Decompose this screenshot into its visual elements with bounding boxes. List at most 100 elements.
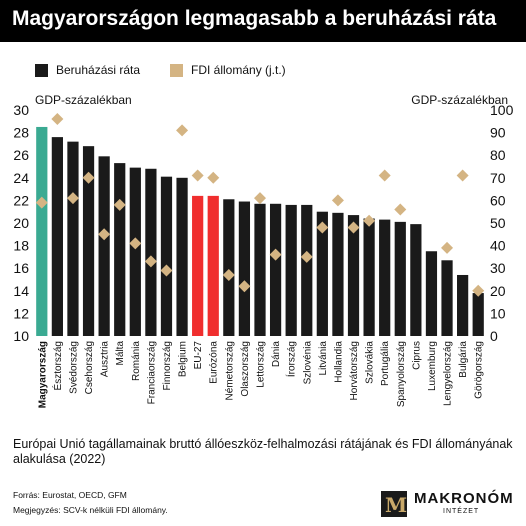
- category-label: Litvánia: [318, 341, 329, 376]
- title-bar: Magyarországon legmagasabb a beruházási …: [0, 0, 526, 42]
- legend-diamond-swatch: [170, 63, 183, 77]
- category-label: EU-27: [193, 341, 204, 370]
- bar-3: [82, 146, 95, 336]
- right-tick-label: 80: [490, 147, 506, 163]
- category-label: Franciaország: [146, 341, 157, 404]
- bar-11: [207, 195, 219, 336]
- source-text: Forrás: Eurostat, OECD, GFM: [13, 490, 127, 500]
- right-tick-label: 0: [490, 328, 498, 344]
- bar-20: [347, 215, 360, 336]
- logo-subtitle: INTÉZET: [443, 508, 480, 515]
- category-label: Málta: [115, 341, 126, 366]
- bar-14: [254, 203, 266, 336]
- fdi-diamond-2: [66, 192, 79, 205]
- chart-title: Magyarországon legmagasabb a beruházási …: [12, 7, 497, 30]
- logo-name: MAKRONÓM: [414, 490, 514, 507]
- fdi-diamond-23: [394, 203, 407, 216]
- right-tick-label: 90: [490, 125, 506, 141]
- right-tick-label: 10: [490, 305, 506, 321]
- fdi-diamond-20: [347, 221, 360, 234]
- category-label: Belgium: [178, 341, 189, 377]
- category-label: Bulgária: [458, 341, 469, 378]
- fdi-diamond-28: [472, 284, 485, 297]
- fdi-diamond-9: [176, 124, 189, 137]
- legend-bar-label: Beruházási ráta: [56, 63, 141, 77]
- category-label: Eurózóna: [209, 341, 220, 384]
- category-label: Írország: [285, 341, 298, 377]
- fdi-diamond-6: [129, 237, 142, 250]
- bar-27: [457, 274, 469, 336]
- legend-diamond-label: FDI állomány (j.t.): [191, 63, 286, 77]
- category-label: Luxemburg: [427, 341, 438, 391]
- bar-23: [394, 221, 406, 336]
- left-tick-label: 20: [13, 215, 29, 231]
- bar-13: [238, 201, 251, 336]
- bar-4: [98, 156, 110, 336]
- bar-17: [301, 204, 313, 336]
- category-label: Svédország: [68, 341, 79, 394]
- bar-12: [223, 199, 235, 336]
- category-label: Ciprus: [411, 341, 422, 370]
- right-tick-label: 50: [490, 215, 506, 231]
- fdi-diamond-0: [35, 196, 48, 209]
- bar-5: [114, 163, 126, 336]
- right-tick-label: 60: [490, 192, 506, 208]
- right-tick-label: 40: [490, 238, 506, 254]
- bar-25: [425, 251, 438, 336]
- logo-mark-icon: M: [381, 491, 407, 517]
- fdi-diamond-19: [331, 194, 344, 207]
- bar-15: [269, 203, 282, 336]
- bar-28: [472, 293, 484, 336]
- fdi-diamond-5: [113, 198, 126, 211]
- fdi-diamond-18: [316, 221, 329, 234]
- left-tick-label: 12: [13, 305, 29, 321]
- chart-caption: Európai Unió tagállamainak bruttó állóes…: [13, 437, 513, 466]
- category-label: Finnország: [162, 341, 173, 390]
- legend-item-diamonds: FDI állomány (j.t.): [170, 63, 286, 77]
- fdi-diamond-8: [160, 264, 173, 277]
- category-label: Németország: [224, 341, 235, 400]
- category-label: Szlovénia: [302, 341, 313, 385]
- category-label: Dánia: [271, 341, 282, 368]
- category-label: Portugália: [380, 341, 391, 386]
- fdi-diamond-11: [207, 171, 220, 184]
- category-label: Spanyolország: [396, 341, 407, 407]
- fdi-diamond-10: [191, 169, 204, 182]
- left-tick-label: 24: [13, 170, 29, 186]
- category-label: Olaszország: [240, 341, 251, 397]
- bar-0: [36, 126, 48, 336]
- right-tick-label: 70: [490, 170, 506, 186]
- bar-10: [192, 195, 204, 336]
- bar-1: [51, 137, 63, 336]
- fdi-diamond-21: [363, 214, 376, 227]
- fdi-diamond-3: [82, 171, 95, 184]
- left-tick-label: 30: [13, 102, 29, 118]
- category-label: Románia: [131, 341, 142, 381]
- category-label: Lettország: [256, 341, 267, 388]
- fdi-diamond-1: [51, 113, 64, 126]
- legend: Beruházási ráta FDI állomány (j.t.): [0, 63, 526, 79]
- bar-26: [441, 260, 453, 336]
- left-tick-label: 16: [13, 260, 29, 276]
- right-tick-label: 20: [490, 283, 506, 299]
- fdi-diamond-22: [378, 169, 391, 182]
- legend-bar-swatch: [35, 63, 48, 77]
- right-tick-label: 100: [490, 102, 514, 118]
- bar-16: [285, 204, 297, 336]
- fdi-diamond-12: [222, 268, 235, 281]
- bar-9: [176, 177, 188, 336]
- category-label: Észtország: [51, 341, 64, 390]
- right-tick-label: 30: [490, 260, 506, 276]
- bar-2: [67, 141, 79, 336]
- left-tick-label: 26: [13, 147, 29, 163]
- category-label: Szlovákia: [365, 341, 376, 384]
- fdi-diamond-27: [456, 169, 469, 182]
- bar-18: [316, 211, 328, 336]
- bar-6: [129, 167, 141, 336]
- fdi-diamond-26: [441, 241, 454, 254]
- fdi-diamond-15: [269, 248, 282, 261]
- fdi-diamond-4: [98, 228, 111, 241]
- bar-19: [332, 212, 344, 336]
- bar-22: [379, 219, 391, 336]
- fdi-diamond-14: [254, 192, 266, 205]
